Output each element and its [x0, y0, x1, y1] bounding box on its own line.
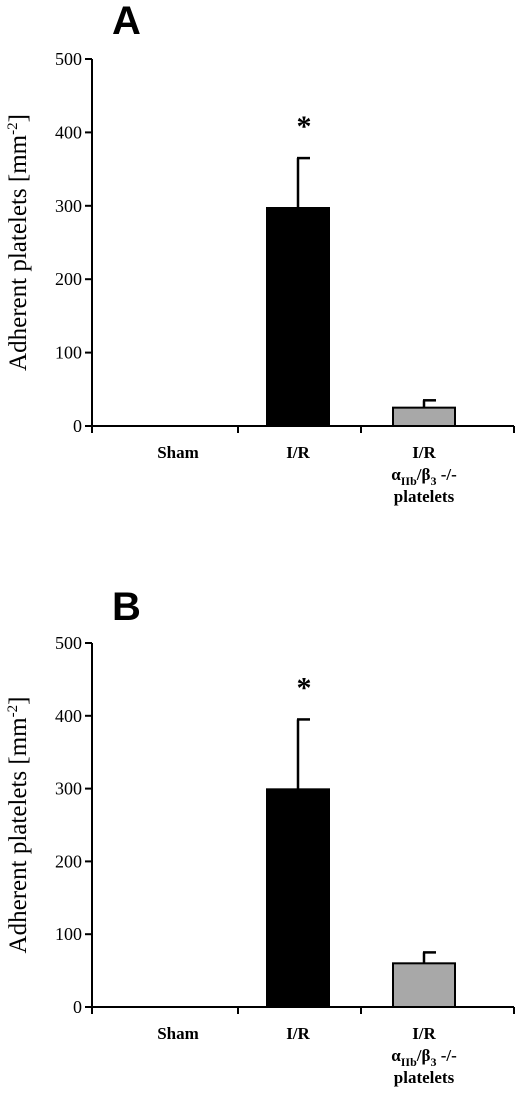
y-tick-label: 0: [73, 997, 82, 1017]
x-tick-label: αIIb/β3 -/-: [391, 1046, 457, 1069]
bar: [392, 406, 456, 427]
significance-marker: *: [297, 671, 312, 704]
y-tick-label: 500: [55, 49, 82, 69]
panel-label: A: [112, 0, 141, 43]
y-tick-label: 300: [55, 779, 82, 799]
y-tick-label: 400: [55, 706, 82, 726]
x-tick-label: platelets: [394, 1068, 455, 1087]
y-tick-label: 400: [55, 122, 82, 142]
x-tick-label: I/R: [412, 1024, 436, 1043]
x-tick-label: αIIb/β3 -/-: [391, 465, 457, 488]
y-tick-label: 200: [55, 851, 82, 871]
chart-panel-b: B 0 100 200 300 400 500 Adherent platelets [mm-…: [5, 585, 515, 1087]
x-tick-label: I/R: [286, 443, 310, 462]
x-tick-label: platelets: [394, 487, 455, 506]
y-tick-label: 500: [55, 633, 82, 653]
y-tick-label: 300: [55, 196, 82, 216]
x-tick-label: Sham: [157, 443, 199, 462]
y-axis-label: Adherent platelets [mm-2]: [5, 114, 32, 371]
y-tick-label: 200: [55, 269, 82, 289]
bar: [266, 207, 330, 427]
y-tick-label: 100: [55, 343, 82, 363]
x-tick-label: I/R: [286, 1024, 310, 1043]
bar: [266, 788, 330, 1008]
chart-panel-a: A 0 100 200 300 400 500 Adherent platelets [mm-…: [5, 0, 515, 506]
significance-marker: *: [297, 110, 312, 143]
y-tick-label: 0: [73, 416, 82, 436]
bar: [392, 962, 456, 1009]
x-tick-label: I/R: [412, 443, 436, 462]
y-tick-label: 100: [55, 924, 82, 944]
x-tick-label: Sham: [157, 1024, 199, 1043]
panel-label: B: [112, 585, 141, 629]
y-axis-label: Adherent platelets [mm-2]: [5, 697, 32, 954]
